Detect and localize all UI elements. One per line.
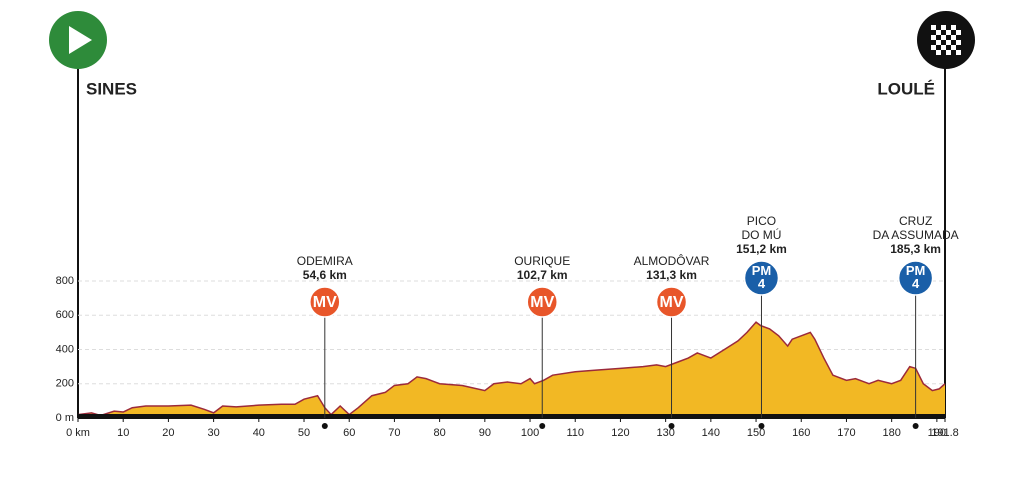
checker-square: [951, 25, 956, 30]
elevation-line: [77, 321, 946, 417]
marker-km: 151,2 km: [736, 242, 787, 256]
marker-badge: [526, 286, 558, 318]
x-tick-label: 20: [162, 427, 174, 439]
marker-km: 54,6 km: [303, 268, 347, 282]
badge-text: PM: [752, 263, 772, 278]
badge-text: PM: [906, 263, 926, 278]
marker-name: CRUZ: [899, 214, 932, 228]
marker-dot: [668, 423, 675, 429]
checkered-flag: [931, 25, 961, 55]
start-play: [69, 26, 92, 54]
finish-label: LOULÉ: [877, 79, 935, 98]
start-label: SINES: [86, 79, 137, 98]
checker-square: [951, 35, 956, 40]
checker-square: [941, 25, 946, 30]
x-tick-label: 130: [656, 427, 674, 439]
marker-dot: [321, 423, 328, 429]
x-tick-label: 120: [611, 427, 629, 439]
checker-square: [931, 25, 936, 30]
x-tick-label: 70: [388, 427, 400, 439]
checker-square: [946, 40, 951, 45]
y-tick-label: 200: [56, 378, 74, 390]
marker-km: 185,3 km: [890, 242, 941, 256]
badge-text: MV: [660, 294, 684, 311]
marker-dot: [539, 423, 546, 429]
x-tick-label: 180: [882, 427, 900, 439]
x-tick-label: 140: [702, 427, 720, 439]
x-tick-label: 10: [117, 427, 129, 439]
marker-km: 102,7 km: [517, 268, 568, 282]
x-tick-label: 90: [479, 427, 491, 439]
badge-text: 4: [912, 276, 920, 291]
checker-square: [956, 40, 961, 45]
x-tick-label: 0 km: [66, 427, 90, 439]
marker-name: DO MÚ: [741, 227, 781, 242]
marker-name: PICO: [747, 214, 776, 228]
x-tick-label: 110: [566, 427, 584, 439]
y-tick-label: 600: [56, 309, 74, 321]
checker-square: [941, 35, 946, 40]
road-band: [78, 414, 945, 419]
checker-square: [951, 45, 956, 50]
checker-square: [931, 45, 936, 50]
x-tick-label: 190: [928, 427, 946, 439]
checker-square: [936, 30, 941, 35]
checker-square: [946, 30, 951, 35]
y-tick-label: 400: [56, 343, 74, 355]
marker-badge: [897, 260, 934, 296]
x-tick-label: 160: [792, 427, 810, 439]
marker-name: OURIQUE: [514, 254, 570, 268]
marker-badge: [655, 286, 688, 318]
marker-name: ODEMIRA: [297, 254, 353, 268]
checker-square: [936, 40, 941, 45]
x-tick-label: 150: [747, 427, 765, 439]
checker-square: [931, 35, 936, 40]
badge-text: MV: [530, 294, 554, 311]
marker-dot: [912, 423, 919, 429]
marker-name: ALMODÔVAR: [634, 253, 710, 268]
marker-dot: [758, 423, 765, 429]
y-tick-label: 0 m: [56, 412, 74, 424]
marker-badge: [743, 260, 780, 296]
badge-text: 4: [758, 276, 766, 291]
x-tick-label: 100: [521, 427, 539, 439]
x-tick-label: 80: [434, 427, 446, 439]
x-tick-label: 30: [207, 427, 219, 439]
marker-badge: [309, 286, 341, 318]
checker-square: [941, 45, 946, 50]
checker-square: [946, 50, 951, 55]
marker-km: 131,3 km: [646, 268, 697, 282]
y-tick-label: 800: [56, 275, 74, 287]
checker-square: [956, 50, 961, 55]
x-tick-label: 40: [253, 427, 265, 439]
marker-name: DA ASSUMADA: [873, 228, 959, 242]
checker-square: [956, 30, 961, 35]
x-tick-label: 60: [343, 427, 355, 439]
x-tick-label: 50: [298, 427, 310, 439]
x-tick-label: 191.8: [931, 427, 959, 439]
elevation-area: [78, 322, 945, 418]
checker-square: [936, 50, 941, 55]
x-tick-label: 170: [837, 427, 855, 439]
badge-text: MV: [313, 294, 337, 311]
